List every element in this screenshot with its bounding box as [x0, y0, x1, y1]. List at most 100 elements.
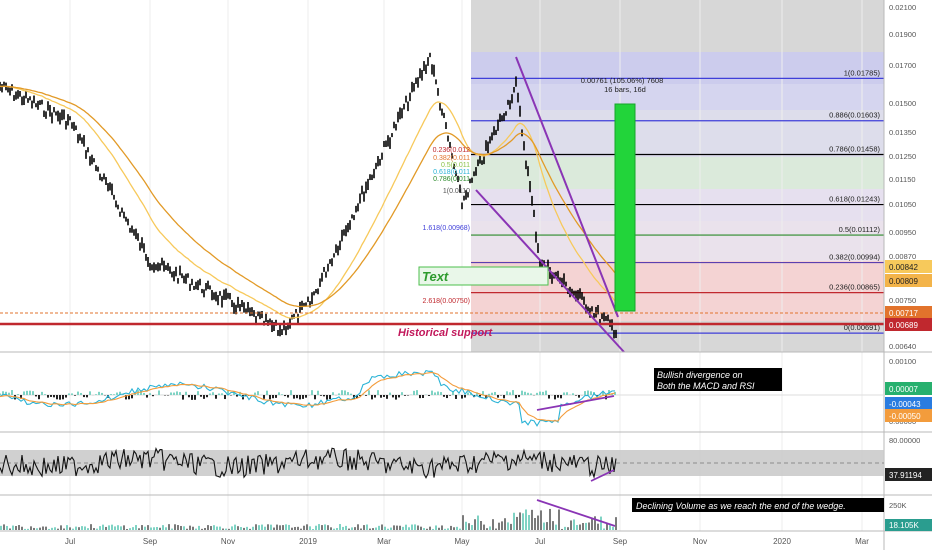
volume-trend-line: [536, 499, 616, 527]
volume-bar-456: [456, 526, 458, 530]
volume-bar-315: [315, 525, 317, 530]
volume-bar-126: [126, 528, 128, 530]
volume-bar-276: [276, 524, 278, 530]
macd-pane: [0, 370, 884, 427]
x-label-0: Jul: [65, 537, 75, 546]
price-badge-2: 0.00717: [889, 309, 918, 318]
volume-bar-546: [546, 522, 548, 530]
volume-bar-474: [474, 519, 476, 530]
price-tick-1: 0.01900: [889, 30, 916, 39]
volume-bar-96: [96, 528, 98, 530]
volume-bar-273: [273, 527, 275, 530]
time-axis: Jul Sep Nov 2019 Mar May Jul Sep Nov 2020 Mar: [65, 537, 869, 546]
x-label-3: 2019: [299, 537, 317, 546]
volume-bar-579: [579, 524, 581, 530]
x-label-5: May: [454, 537, 469, 546]
macd-divergence-line: [536, 395, 615, 411]
volume-bar-261: [261, 524, 263, 530]
volume-bar-342: [342, 526, 344, 530]
volume-bar-504: [504, 518, 506, 530]
volume-bar-306: [306, 524, 308, 530]
volume-bar-309: [309, 526, 311, 530]
volume-bar-141: [141, 525, 143, 530]
volume-bar-6: [6, 525, 8, 530]
volume-bar-519: [519, 512, 521, 530]
volume-bar-450: [450, 525, 452, 530]
volume-bar-417: [417, 525, 419, 530]
volume-bar-501: [501, 521, 503, 530]
fib-label-6: 0.236(0.00865): [829, 283, 880, 292]
volume-bar-453: [453, 527, 455, 530]
volume-bar-522: [522, 513, 524, 530]
volume-bar-54: [54, 527, 56, 530]
price-badge-bg-0: [885, 260, 932, 273]
volume-bar-63: [63, 528, 65, 530]
volume-bar-210: [210, 526, 212, 530]
volume-bar-285: [285, 524, 287, 530]
volume-bar-516: [516, 516, 518, 530]
volume-bar-408: [408, 527, 410, 530]
volume-bar-492: [492, 519, 494, 530]
volume-badge-bg: [885, 519, 932, 531]
volume-bar-528: [528, 514, 530, 530]
volume-bar-123: [123, 525, 125, 530]
signal-line: [0, 371, 616, 422]
volume-bar-540: [540, 510, 542, 530]
volume-bar-498: [498, 522, 500, 530]
volume-bar-87: [87, 528, 89, 530]
volume-bar-585: [585, 522, 587, 530]
rsi-tick-0: 80.00000: [889, 436, 920, 445]
volume-bar-114: [114, 526, 116, 530]
volume-bar-240: [240, 527, 242, 530]
volume-note-box: [632, 498, 884, 512]
divergence-line1: Bullish divergence on: [657, 370, 743, 380]
volume-bar-237: [237, 526, 239, 530]
fib-small-label-4: 0.786(0.011: [433, 176, 470, 183]
volume-bar-300: [300, 528, 302, 530]
volume-bar-132: [132, 527, 134, 530]
volume-bar-171: [171, 528, 173, 530]
volume-bar-231: [231, 526, 233, 530]
volume-bar-243: [243, 527, 245, 530]
volume-bar-609: [609, 525, 611, 530]
volume-bar-489: [489, 526, 491, 530]
volume-bar-399: [399, 525, 401, 530]
rsi-line: [0, 446, 617, 480]
volume-bar-99: [99, 526, 101, 530]
volume-bar-606: [606, 523, 608, 530]
fib-label-0: 1(0.01785): [844, 68, 881, 77]
fib-zone-4: [471, 157, 884, 189]
volume-badge: 18.105K: [889, 521, 919, 530]
volume-bar-321: [321, 525, 323, 530]
volume-bar-45: [45, 526, 47, 530]
volume-bar-513: [513, 512, 515, 530]
volume-bar-531: [531, 509, 533, 530]
fib-small-label-6: 1.618(0.00968): [423, 225, 470, 232]
volume-bar-360: [360, 528, 362, 530]
volume-bar-357: [357, 524, 359, 530]
volume-bar-165: [165, 527, 167, 530]
volume-bar-345: [345, 525, 347, 530]
volume-bar-129: [129, 528, 131, 530]
volume-bar-249: [249, 528, 251, 530]
volume-bar-582: [582, 523, 584, 530]
volume-bar-552: [552, 521, 554, 530]
volume-bar-216: [216, 526, 218, 530]
volume-bar-288: [288, 524, 290, 530]
x-label-9: 2020: [773, 537, 791, 546]
volume-bar-573: [573, 519, 575, 530]
price-badge-bg-3: [885, 318, 932, 331]
volume-bar-213: [213, 525, 215, 530]
x-label-7: Sep: [613, 537, 628, 546]
volume-bar-351: [351, 527, 353, 530]
price-badge-3: 0.00689: [889, 321, 918, 330]
volume-bar-42: [42, 526, 44, 530]
wedge-lower-line: [475, 189, 625, 353]
volume-bar-588: [588, 522, 590, 530]
volume-bar-147: [147, 525, 149, 530]
volume-bar-318: [318, 524, 320, 530]
volume-bar-444: [444, 528, 446, 530]
volume-bar-27: [27, 528, 29, 530]
volume-bar-186: [186, 528, 188, 530]
